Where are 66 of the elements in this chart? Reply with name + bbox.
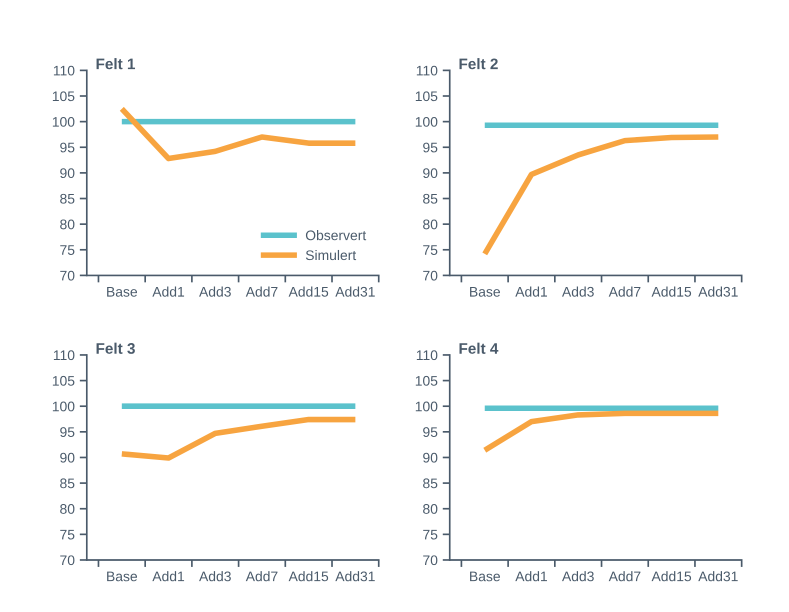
x-tick-label: Add1 [152, 286, 184, 297]
y-tick-label: 90 [423, 168, 438, 178]
y-tick-label: 85 [423, 194, 438, 204]
y-tick-label: 90 [60, 168, 74, 178]
y-tick-label: 85 [423, 478, 438, 488]
y-tick-label: 110 [54, 350, 74, 360]
y-tick-label: 100 [52, 402, 74, 412]
y-tick-label: 85 [60, 478, 74, 488]
chart-title: Felt 1 [96, 58, 136, 70]
legend-label: Simulert [306, 250, 356, 260]
y-tick-label: 105 [52, 91, 74, 102]
y-tick-label: 105 [416, 91, 438, 102]
y-tick-label: 85 [60, 194, 74, 204]
y-tick-label: 100 [416, 402, 438, 412]
y-tick-label: 100 [52, 116, 74, 127]
x-tick-label: Add31 [335, 286, 375, 297]
x-tick-label: Base [470, 572, 500, 582]
y-tick-label: 90 [423, 452, 438, 463]
y-tick-label: 70 [60, 555, 74, 566]
chart-title: Felt 4 [460, 342, 498, 354]
y-tick-label: 80 [423, 219, 438, 230]
x-tick-label: Add15 [288, 286, 328, 297]
x-tick-label: Add3 [199, 286, 231, 297]
x-tick-label: Add31 [698, 286, 738, 297]
y-tick-label: 110 [54, 66, 74, 76]
y-tick-label: 100 [416, 116, 438, 127]
legend-label: Observert [306, 230, 366, 240]
x-tick-label: Base [107, 572, 138, 582]
x-tick-label: Add31 [698, 571, 738, 582]
y-tick-label: 105 [416, 376, 438, 386]
x-tick-label: Add3 [562, 571, 594, 582]
x-tick-label: Add15 [652, 571, 692, 582]
x-tick-label: Add3 [562, 286, 594, 297]
y-tick-label: 70 [60, 270, 74, 281]
x-tick-label: Add1 [515, 286, 548, 297]
y-tick-label: 95 [423, 427, 438, 438]
y-tick-label: 110 [416, 350, 438, 360]
y-tick-label: 95 [60, 142, 74, 152]
y-tick-label: 75 [423, 530, 438, 540]
x-tick-label: Add3 [199, 571, 231, 582]
y-tick-label: 80 [60, 504, 74, 514]
y-tick-label: 70 [423, 555, 438, 566]
y-tick-label: 70 [423, 270, 438, 281]
y-tick-label: 80 [423, 504, 438, 514]
y-tick-label: 110 [416, 66, 438, 76]
y-tick-label: 90 [60, 452, 74, 463]
x-tick-label: Add7 [246, 286, 278, 297]
y-tick-label: 75 [60, 530, 74, 540]
chart-title: Felt 2 [460, 58, 498, 70]
y-tick-label: 95 [423, 142, 438, 152]
y-tick-label: 75 [423, 245, 438, 255]
x-tick-label: Add1 [152, 571, 184, 582]
x-tick-label: Add15 [652, 286, 692, 297]
x-tick-label: Base [470, 287, 500, 297]
x-tick-label: Add15 [288, 571, 328, 582]
x-tick-label: Add1 [515, 571, 548, 582]
x-tick-label: Add7 [608, 571, 640, 582]
chart-title: Felt 3 [96, 342, 135, 354]
y-tick-label: 95 [60, 427, 74, 438]
y-tick-label: 75 [60, 245, 74, 255]
y-tick-label: 80 [60, 219, 74, 230]
x-tick-label: Add7 [608, 286, 640, 297]
x-tick-label: Base [107, 287, 138, 297]
x-tick-label: Add7 [246, 571, 278, 582]
y-tick-label: 105 [52, 376, 74, 386]
x-tick-label: Add31 [335, 571, 375, 582]
